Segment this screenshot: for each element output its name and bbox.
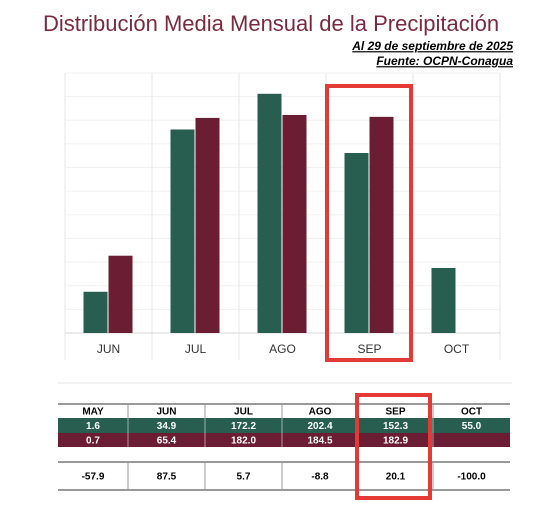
highlight-box (325, 84, 413, 362)
cell: 182.0 (231, 436, 256, 447)
bar (344, 153, 369, 333)
row-background (58, 433, 510, 447)
bar (431, 268, 456, 333)
cell: 65.4 (157, 436, 177, 447)
x-tick-label: JUN (97, 342, 120, 356)
cell: JUN (156, 407, 176, 418)
bar (195, 117, 220, 333)
cell: 172.2 (231, 421, 256, 432)
bar (170, 129, 195, 333)
cell: -57.9 (82, 472, 105, 483)
highlight-box (355, 393, 432, 500)
annotation: Al 29 de septiembre de 2025 (351, 39, 513, 53)
x-tick-label: AGO (269, 342, 296, 356)
cell: 1.6 (86, 421, 100, 432)
cell: 202.4 (307, 421, 332, 432)
chart-title: Distribución Media Mensual de la Precipi… (43, 11, 499, 36)
cell: OCT (461, 407, 482, 418)
x-tick-label: OCT (444, 342, 470, 356)
cell: 0.7 (86, 436, 100, 447)
cell: MAY (82, 407, 104, 418)
cell: JUL (234, 407, 253, 418)
cell: 182.9 (383, 436, 408, 447)
annotation: Fuente: OCPN-Conagua (376, 54, 513, 68)
x-tick-label: SEP (357, 342, 381, 356)
cell: -8.8 (311, 472, 329, 483)
bar (83, 291, 108, 333)
cell: 184.5 (307, 436, 332, 447)
cell: 87.5 (157, 472, 177, 483)
cell: 20.1 (386, 472, 406, 483)
cell: AGO (309, 407, 332, 418)
table: MAY JUN JUL AGO SEP OCT 1.6 34.9 172.2 202.4 152.3… (58, 403, 510, 491)
plot: JUN JUL AGO SEP OCT (64, 72, 501, 360)
cell: 152.3 (383, 421, 408, 432)
bar (369, 116, 394, 333)
cell: -100.0 (457, 472, 486, 483)
cell: 5.7 (237, 472, 251, 483)
cell: SEP (385, 407, 405, 418)
cell: 34.9 (157, 421, 177, 432)
row-background (58, 418, 510, 433)
cell: 55.0 (462, 421, 482, 432)
bar (282, 114, 307, 333)
x-tick-label: JUL (185, 342, 207, 356)
bar (108, 255, 133, 333)
bar (257, 93, 282, 333)
